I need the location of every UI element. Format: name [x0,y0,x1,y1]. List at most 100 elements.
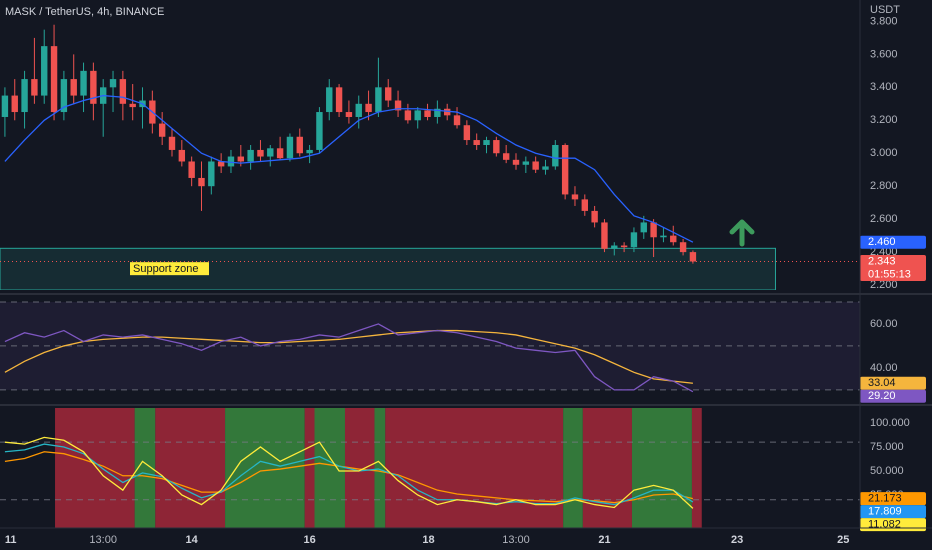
indicator-line [4,94,694,243]
candle-body [679,242,687,253]
candle-body [542,166,549,170]
candle-body [483,140,490,145]
candle-body [365,103,372,113]
candle-body [227,156,235,167]
y-tick-label: 40.00 [870,362,898,374]
candle-body [158,123,166,137]
value-badge [860,505,926,519]
pane [0,408,860,528]
candle-body [326,87,333,113]
indicator-line [4,329,693,384]
candle-body [561,145,569,195]
candle-body [1,95,9,117]
candle-body [444,108,451,116]
value-badge [860,254,926,281]
x-tick-label: 21 [598,534,610,546]
y-tick-label: 100.000 [870,417,910,429]
candle-body [571,194,579,200]
candle-body [267,148,274,157]
regime-band [691,408,702,528]
symbol-title: MASK / TetherUS, 4h, BINANCE [5,6,164,18]
candle-body [670,235,677,243]
candle-body [522,161,530,165]
candle-body [463,125,471,141]
candle-body [11,95,18,113]
candle-body [237,156,244,162]
candle-body [31,79,38,96]
regime-band [385,408,564,528]
x-tick-label: 11 [5,534,17,546]
candle-body [129,103,136,108]
candle-body [591,210,598,223]
candle-body [650,222,657,238]
candle-body [188,161,195,178]
y-tick-label: 3.000 [870,147,898,159]
candle-body [345,112,353,117]
candle-body [21,79,28,113]
y-tick-label: 2.600 [870,213,898,225]
candle-body [375,87,382,113]
candle-body [512,159,520,165]
regime-band [55,408,135,528]
value-badge [860,492,926,506]
y-tick-label: 2.200 [870,279,898,291]
candle-body [355,103,362,117]
regime-band [155,408,226,528]
candle-body [581,199,588,211]
candle-body [601,222,608,249]
x-tick-label: 18 [422,534,434,546]
x-tick-label: 16 [303,534,315,546]
candle-body [473,140,480,145]
x-tick-label: 14 [186,534,199,546]
candle-body [316,112,323,150]
y-tick-label: 75.000 [870,441,904,453]
candle-body [424,110,431,117]
candle-body [178,149,186,162]
candle-body [385,87,392,101]
candle-body [168,136,176,150]
value-badge [860,235,926,249]
value-badge [860,376,926,390]
regime-band [582,408,632,528]
candle-body [493,140,500,154]
value-badge-label: 33.04 [868,377,896,389]
candle-body [247,149,254,162]
pane [0,301,860,393]
y-tick-label: 2.800 [870,180,898,192]
value-badge-label: 2.460 [868,236,896,248]
candle-body [80,70,87,96]
candle-body [208,161,215,187]
y-tick-label: 3.200 [870,114,898,126]
regime-band [314,408,345,528]
candle-body [50,46,58,113]
candle-body [689,252,697,262]
candle-body [630,232,638,248]
support-zone [0,247,776,290]
candle-body [276,148,284,159]
regime-band [631,408,692,528]
candle-body [70,79,77,96]
candle-body [453,115,461,126]
candle-body [306,149,313,154]
candle-body [296,136,303,154]
y-tick-label: 3.600 [870,48,898,60]
y-tick-label: 60.00 [870,318,898,330]
value-badge-label: 17.809 [868,506,902,518]
y-tick-label: 50.000 [870,465,904,477]
x-tick-label: 13:00 [89,534,117,546]
candle-body [611,245,618,249]
pane: Support zone [0,24,860,290]
candle-body [660,235,667,238]
value-badge-label: 29.20 [868,390,896,402]
candle-body [217,161,225,167]
x-tick-label: 23 [731,534,743,546]
candle-body [60,79,68,113]
regime-band [563,408,583,528]
candle-body [502,153,510,160]
candle-body [414,110,421,121]
candle-body [532,161,539,170]
candle-body [640,222,647,233]
up-arrow [729,219,755,247]
value-badge [860,389,926,403]
